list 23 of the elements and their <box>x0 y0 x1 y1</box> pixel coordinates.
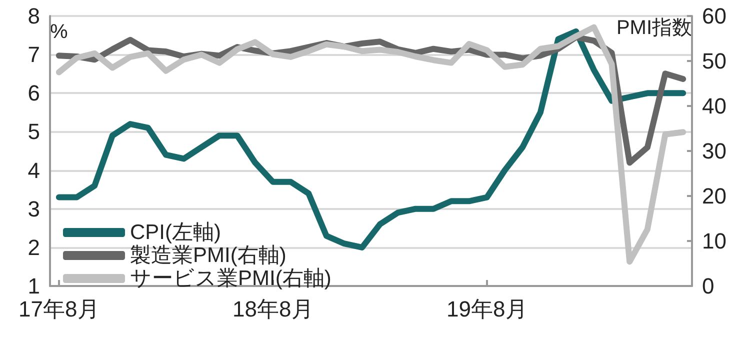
y-tick-label: 6 <box>28 80 40 106</box>
y-tick-label: 7 <box>28 42 40 68</box>
y2-tick-label: 60 <box>702 4 726 28</box>
legend-label: 製造業PMI(右軸) <box>130 244 286 267</box>
y-tick-label: 8 <box>28 4 40 28</box>
y2-tick-label: 20 <box>702 184 726 208</box>
y-tick-label: 2 <box>28 234 40 260</box>
legend-label: CPI(左軸) <box>130 221 221 244</box>
y2-tick-label: 40 <box>702 94 726 118</box>
y-tick-label: 1 <box>28 274 40 298</box>
y2-axis-title: PMI指数 <box>616 17 692 39</box>
y2-tick-label: 30 <box>702 138 726 164</box>
y-axis-title: % <box>50 21 68 43</box>
y-tick-label: 3 <box>28 196 40 222</box>
y-tick-label: 4 <box>28 158 40 183</box>
x-tick-label: 17年8月 <box>18 296 100 322</box>
y-tick-label: 5 <box>28 119 40 144</box>
y2-tick-label: 50 <box>702 48 726 74</box>
x-tick-label: 18年8月 <box>232 296 314 322</box>
legend-label: サービス業PMI(右軸) <box>130 267 332 290</box>
x-tick-label: 19年8月 <box>446 296 528 322</box>
y2-tick-label: 10 <box>702 228 726 254</box>
y2-tick-label: 0 <box>702 274 714 298</box>
